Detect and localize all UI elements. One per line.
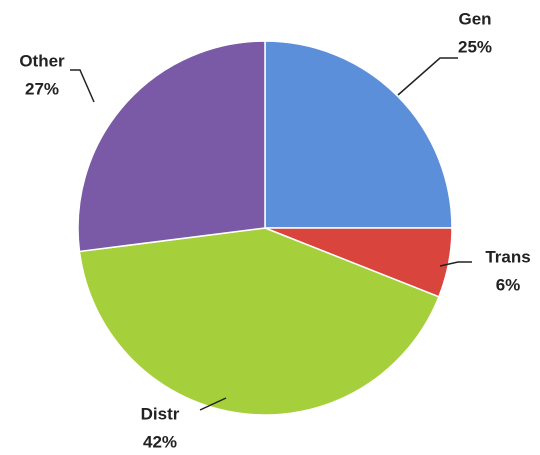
slice-value-label: 25% [458,37,492,56]
leader-line [397,57,458,96]
slice-label: Other [19,51,65,70]
slice-value-label: 6% [496,275,521,294]
slice-label: Gen [458,9,491,28]
slice-value-label: 27% [25,79,59,98]
slice-label: Distr [141,404,180,423]
leader-line [439,261,472,267]
slice-label: Trans [485,247,530,266]
pie-slice [264,40,453,229]
leader-line [199,397,227,411]
pie-slice [77,40,266,253]
slice-value-label: 42% [143,432,177,451]
leader-line [70,69,95,103]
pie-slice [78,227,440,416]
